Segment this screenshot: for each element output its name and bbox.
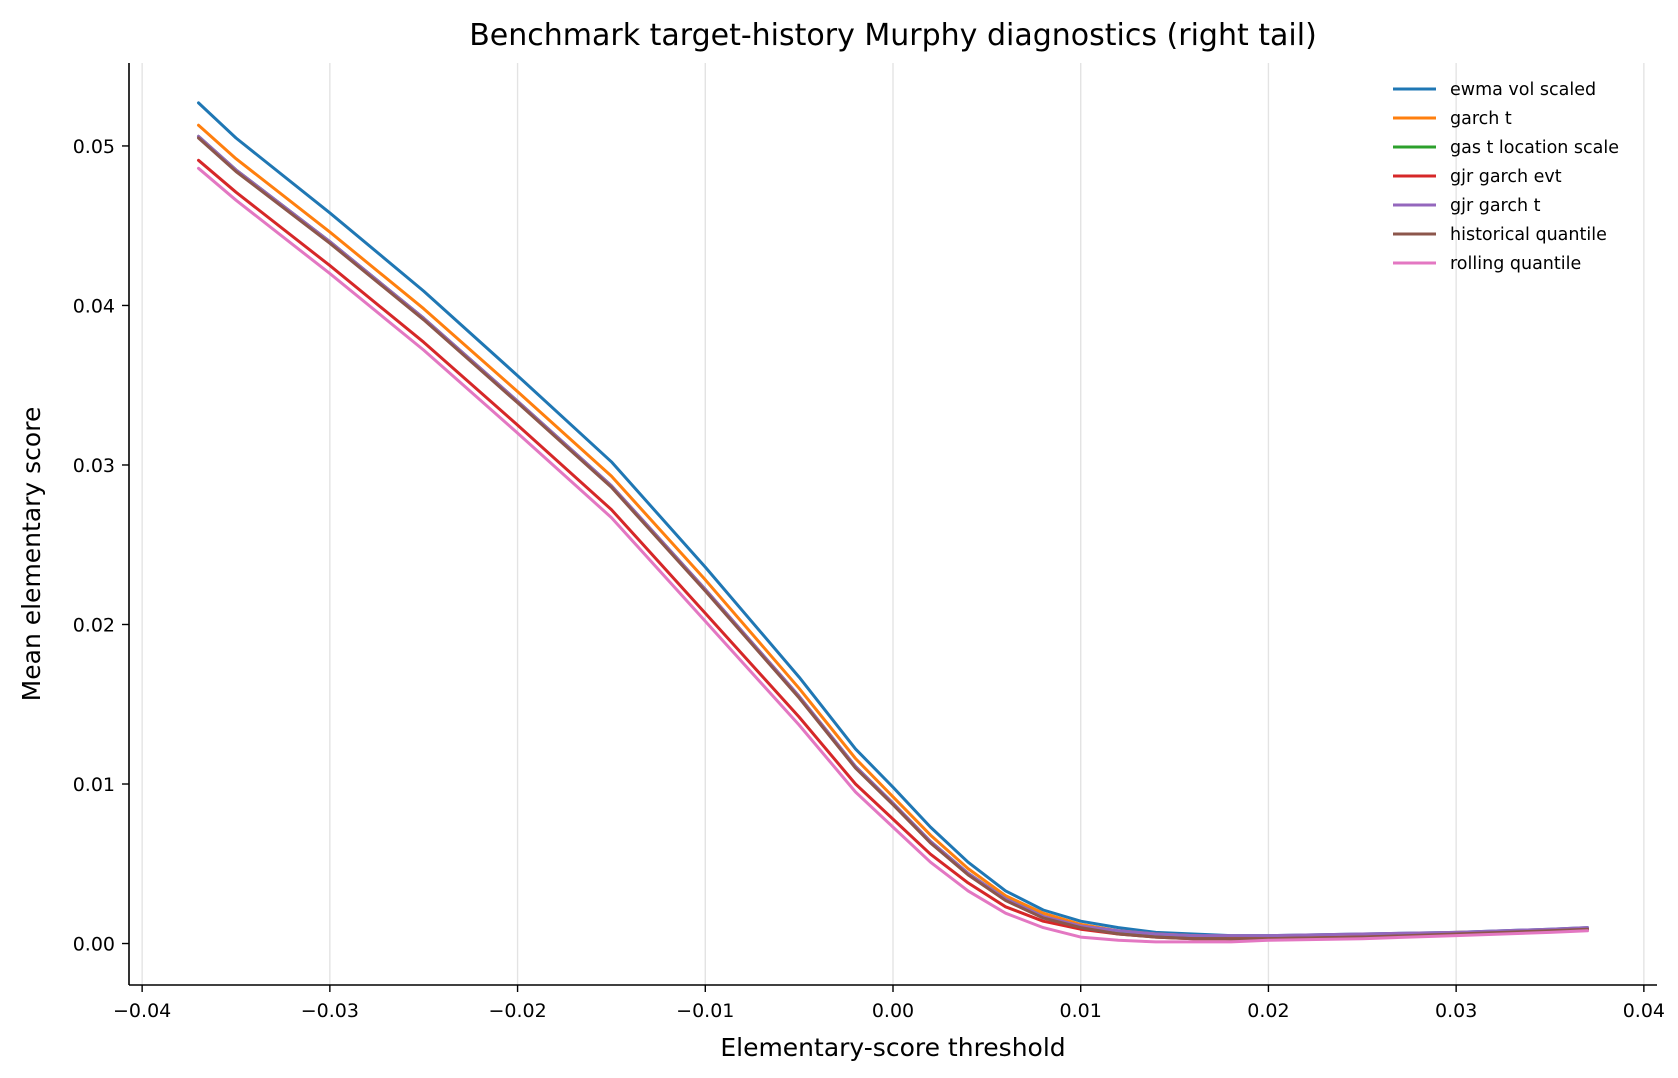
legend-label: historical quantile (1450, 225, 1607, 245)
y-axis-title: Mean elementary score (17, 407, 46, 702)
x-axis-ticks: −0.04 −0.03 −0.02 −0.01 0.00 0.01 0.02 0.03 0.04 (113, 985, 1665, 1022)
series-line-5 (197, 136, 1589, 941)
gridlines (141, 63, 1645, 985)
legend-label: gjr garch evt (1450, 167, 1562, 187)
legend-label: rolling quantile (1450, 254, 1581, 274)
series-line-1 (197, 123, 1589, 939)
x-axis-title: Elementary-score threshold (720, 1033, 1065, 1062)
legend-label: gjr garch t (1450, 196, 1541, 216)
y-tick-label: 0.01 (73, 774, 115, 796)
legend: ewma vol scaled garch t gas t location sca… (1393, 80, 1619, 274)
x-tick-label: 0.02 (1247, 1000, 1289, 1022)
x-tick-label: −0.03 (301, 1000, 359, 1022)
x-tick-label: −0.02 (488, 1000, 546, 1022)
legend-label: gas t location scale (1450, 138, 1619, 158)
x-tick-label: 0.04 (1623, 1000, 1665, 1022)
x-tick-label: 0.00 (872, 1000, 914, 1022)
y-tick-label: 0.03 (73, 455, 115, 477)
legend-label: garch t (1450, 109, 1512, 129)
chart-title: Benchmark target-history Murphy diagnost… (469, 18, 1317, 53)
x-tick-label: 0.03 (1435, 1000, 1477, 1022)
y-tick-label: 0.02 (73, 614, 115, 636)
x-tick-label: 0.01 (1060, 1000, 1102, 1022)
y-tick-label: 0.04 (73, 295, 115, 317)
y-tick-label: 0.05 (73, 136, 115, 158)
series-line-6 (197, 166, 1589, 944)
legend-label: ewma vol scaled (1450, 80, 1596, 100)
x-tick-label: −0.01 (676, 1000, 734, 1022)
y-tick-label: 0.00 (73, 934, 115, 956)
y-axis-ticks: 0.00 0.01 0.02 0.03 0.04 0.05 (73, 136, 129, 956)
x-tick-label: −0.04 (113, 1000, 171, 1022)
series-lines (197, 101, 1589, 944)
